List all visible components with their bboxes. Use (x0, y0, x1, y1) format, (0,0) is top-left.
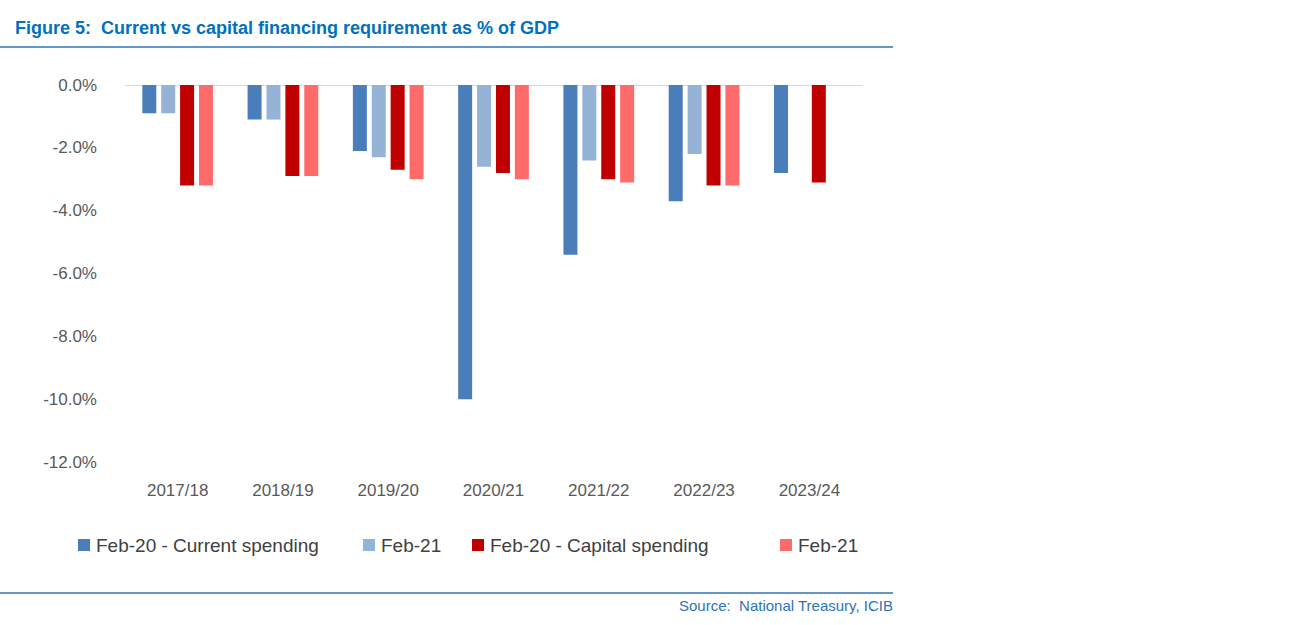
svg-text:2023/24: 2023/24 (779, 481, 840, 500)
svg-text:2017/18: 2017/18 (147, 481, 208, 500)
svg-text:Figure 5: Current vs capital: Figure 5: Current vs capital financing r… (15, 18, 559, 38)
svg-text:2022/23: 2022/23 (673, 481, 734, 500)
svg-text:2020/21: 2020/21 (463, 481, 524, 500)
svg-text:Feb-20 - Current spending: Feb-20 - Current spending (96, 535, 319, 556)
svg-text:Source: National Treasury, IC: Source: National Treasury, ICIB (679, 597, 893, 614)
svg-text:-2.0%: -2.0% (53, 138, 97, 157)
svg-text:-8.0%: -8.0% (53, 327, 97, 346)
svg-text:Feb-20 - Capital spending: Feb-20 - Capital spending (490, 535, 709, 556)
svg-text:-6.0%: -6.0% (53, 264, 97, 283)
svg-text:2018/19: 2018/19 (252, 481, 313, 500)
svg-text:Feb-21: Feb-21 (381, 535, 441, 556)
svg-text:-4.0%: -4.0% (53, 201, 97, 220)
svg-text:-10.0%: -10.0% (43, 390, 97, 409)
svg-text:0.0%: 0.0% (58, 76, 97, 95)
svg-text:Feb-21: Feb-21 (798, 535, 858, 556)
svg-text:2019/20: 2019/20 (357, 481, 418, 500)
svg-text:2021/22: 2021/22 (568, 481, 629, 500)
svg-text:-12.0%: -12.0% (43, 453, 97, 472)
